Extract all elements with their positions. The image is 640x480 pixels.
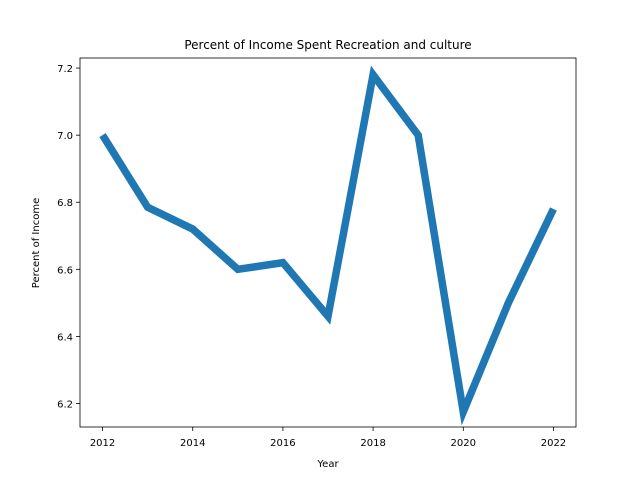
x-tick-label: 2018 xyxy=(360,438,385,449)
x-tick-label: 2022 xyxy=(541,438,566,449)
y-tick-label: 6.6 xyxy=(57,265,73,276)
x-tick-label: 2016 xyxy=(270,438,295,449)
x-axis: 2012 2014 2016 2018 2020 2022 xyxy=(90,427,566,449)
x-axis-label: Year xyxy=(316,459,339,470)
plot-frame xyxy=(79,57,577,428)
y-tick-label: 7.0 xyxy=(57,131,73,142)
x-tick-label: 2014 xyxy=(180,438,205,449)
chart-title: Percent of Income Spent Recreation and c… xyxy=(184,38,471,52)
y-axis: 6.2 6.4 6.6 6.8 7.0 7.2 xyxy=(57,64,80,411)
series-line-0 xyxy=(99,65,557,426)
y-tick-label: 6.8 xyxy=(57,198,73,209)
series-layer xyxy=(99,65,557,426)
y-tick-label: 6.2 xyxy=(57,400,73,411)
y-axis-label: Percent of Income xyxy=(31,198,42,288)
x-tick-label: 2020 xyxy=(451,438,476,449)
y-tick-label: 7.2 xyxy=(57,64,73,75)
x-tick-label: 2012 xyxy=(90,438,115,449)
y-tick-label: 6.4 xyxy=(57,332,73,343)
